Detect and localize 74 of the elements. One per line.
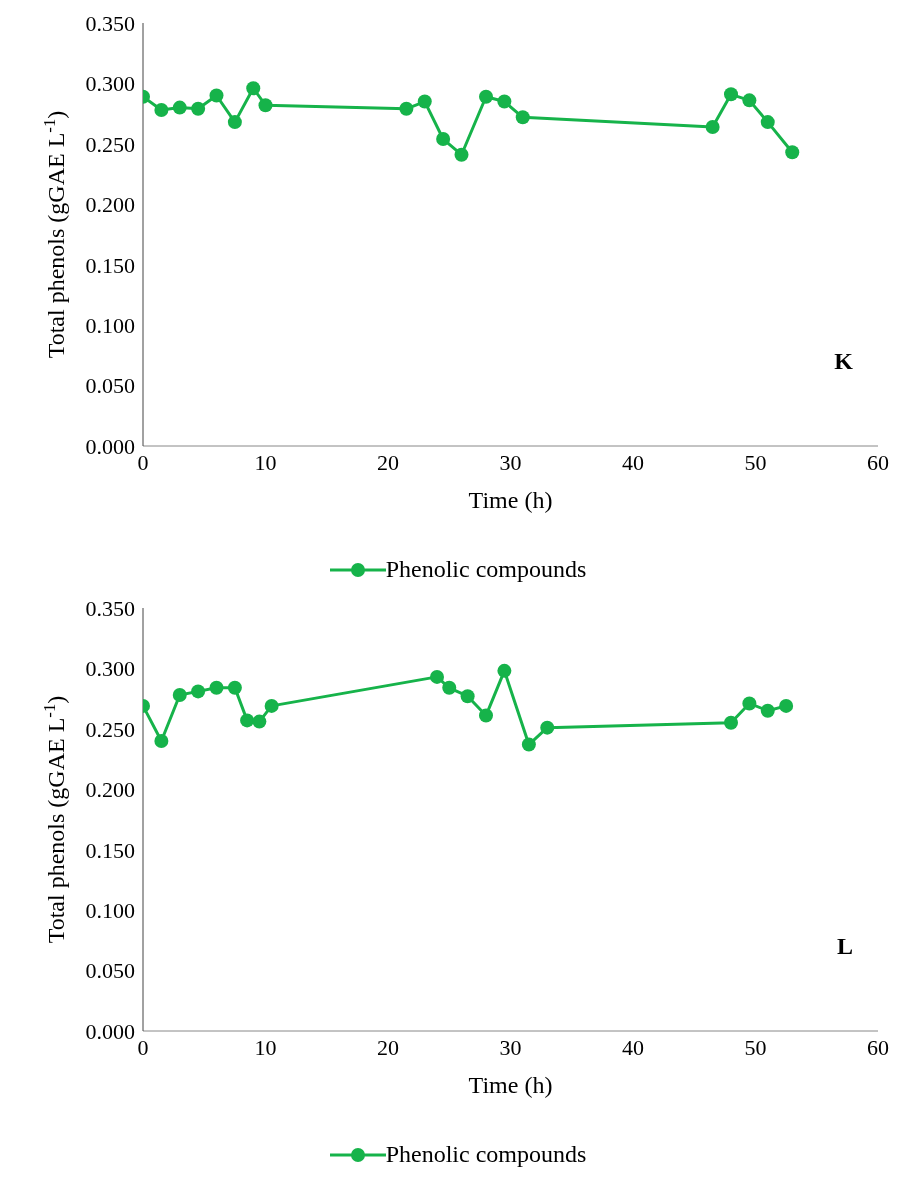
x-tick-label: 30 [499, 449, 522, 475]
point [479, 89, 493, 104]
point [227, 680, 242, 695]
annotation: L [836, 933, 853, 960]
y-tick-label: 0.150 [85, 837, 135, 863]
x-axis-title: Time (h) [468, 1072, 553, 1099]
point [454, 147, 469, 162]
x-tick-label: 60 [867, 449, 889, 475]
point [497, 663, 512, 678]
point [785, 145, 800, 160]
point [399, 101, 414, 116]
point [515, 110, 530, 125]
y-tick-label: 0.350 [85, 595, 135, 621]
point [742, 696, 757, 711]
y-tick-label: 0.300 [85, 656, 135, 682]
x-tick-label: 50 [744, 449, 767, 475]
point [779, 698, 794, 713]
point [442, 680, 457, 695]
point [760, 115, 775, 130]
point [172, 688, 187, 703]
point [154, 733, 169, 748]
point [742, 93, 757, 108]
point [240, 713, 255, 728]
point [252, 714, 267, 729]
y-tick-label: 0.050 [85, 373, 135, 399]
point [417, 94, 432, 109]
y-tick-label: 0.150 [85, 252, 135, 278]
point [227, 115, 242, 130]
point [191, 101, 206, 116]
legend-label: Phenolic compounds [385, 556, 587, 583]
point [760, 703, 775, 718]
point [191, 684, 206, 699]
point [521, 737, 536, 752]
y-tick-label: 0.000 [85, 433, 135, 459]
x-axis-title: Time (h) [468, 487, 553, 514]
x-tick-label: 20 [377, 449, 399, 475]
y-tick-label: 0.100 [85, 312, 135, 338]
y-tick-label: 0.200 [85, 777, 135, 803]
y-tick-label: 0.050 [85, 958, 135, 984]
point [246, 81, 261, 96]
x-tick-label: 20 [377, 1034, 399, 1060]
point [258, 98, 273, 113]
point [209, 88, 224, 103]
point [540, 720, 555, 735]
point [436, 132, 451, 147]
point [705, 119, 720, 134]
point [264, 698, 279, 713]
y-tick-label: 0.300 [85, 71, 135, 97]
y-tick-label: 0.200 [85, 192, 135, 218]
y-tick-label: 0.000 [85, 1018, 135, 1044]
point [460, 689, 475, 704]
point [724, 715, 738, 730]
x-tick-label: 10 [254, 1034, 277, 1060]
point [154, 103, 169, 118]
annotation: K [834, 348, 853, 375]
x-tick-label: 40 [622, 1034, 644, 1060]
y-tick-label: 0.250 [85, 131, 135, 157]
y-tick-label: 0.100 [85, 897, 135, 923]
x-tick-label: 10 [254, 449, 277, 475]
x-tick-label: 50 [744, 1034, 767, 1060]
point [209, 680, 224, 695]
x-tick-label: 60 [867, 1034, 889, 1060]
point [172, 100, 187, 115]
point [497, 94, 512, 109]
point [479, 708, 493, 723]
x-tick-label: 40 [622, 449, 644, 475]
y-tick-label: 0.350 [85, 10, 135, 36]
point [430, 669, 444, 684]
x-tick-label: 0 [137, 449, 149, 475]
y-tick-label: 0.250 [85, 716, 135, 742]
point [724, 87, 738, 102]
x-tick-label: 30 [499, 1034, 522, 1060]
x-tick-label: 0 [137, 1034, 149, 1060]
legend-label: Phenolic compounds [385, 1141, 587, 1168]
